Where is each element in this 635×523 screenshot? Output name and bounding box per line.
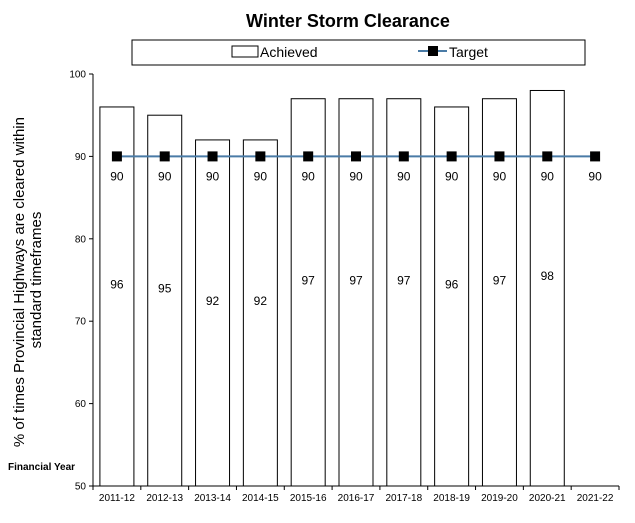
data-label-target: 90 (254, 169, 268, 183)
data-label-target: 90 (588, 169, 602, 183)
data-label-target: 90 (397, 169, 411, 183)
target-marker (398, 151, 409, 162)
data-label-achieved: 92 (206, 294, 220, 308)
x-tick-label: 2020-21 (529, 493, 566, 504)
x-tick-label: 2014-15 (242, 493, 279, 504)
target-marker (207, 151, 218, 162)
x-tick-label: 2016-17 (338, 493, 375, 504)
x-tick-label: 2013-14 (194, 493, 231, 504)
chart-title: Winter Storm Clearance (246, 11, 450, 31)
x-tick-label: 2011-12 (99, 493, 135, 504)
y-axis-title-line-2: standard timeframes (28, 212, 45, 349)
x-tick-label: 2019-20 (481, 493, 518, 504)
data-label-achieved: 97 (397, 273, 411, 287)
x-tick-label: 2015-16 (290, 493, 327, 504)
bar-achieved-2016-17 (338, 98, 374, 487)
y-axis: 50 60 70 80 90 100 (69, 70, 94, 493)
legend: Achieved Target (131, 39, 586, 66)
bar-achieved-2018-19 (434, 106, 470, 487)
bar-achieved-2012-13 (147, 114, 183, 487)
data-label-achieved: 92 (254, 294, 268, 308)
data-label-achieved: 98 (541, 269, 555, 283)
data-label-target: 90 (445, 169, 459, 183)
y-tick-label: 100 (69, 70, 86, 81)
data-label-achieved: 97 (349, 273, 363, 287)
target-marker (590, 151, 601, 162)
bar-labels: 96 95 92 92 97 97 97 96 97 98 (110, 269, 554, 308)
data-label-achieved: 97 (493, 273, 507, 287)
x-axis-title: Financial Year (8, 462, 75, 473)
bar-achieved-2017-18 (386, 98, 422, 487)
bar-achieved-2015-16 (290, 98, 326, 487)
target-marker (159, 151, 170, 162)
bar-achieved-2020-21 (529, 89, 565, 487)
bar-achieved-2013-14 (195, 139, 231, 487)
y-tick-label: 70 (75, 317, 87, 328)
x-tick-label: 2021-22 (577, 493, 614, 504)
y-tick-label: 50 (75, 482, 87, 493)
bars (99, 89, 565, 487)
target-marker (446, 151, 457, 162)
x-axis: 2011-12 2012-13 2013-14 2014-15 2015-16 2016-… (92, 485, 620, 504)
x-tick-label: 2017-18 (385, 493, 422, 504)
legend-label-achieved: Achieved (260, 44, 318, 60)
data-label-achieved: 95 (158, 282, 172, 296)
legend-swatch-achieved (231, 45, 259, 58)
legend-box (131, 39, 586, 66)
data-label-target: 90 (158, 169, 172, 183)
data-label-target: 90 (493, 169, 507, 183)
y-tick-label: 90 (75, 152, 87, 163)
target-series: 90 90 90 90 90 90 90 90 90 90 90 (110, 151, 602, 183)
data-label-achieved: 97 (302, 273, 316, 287)
data-label-achieved: 96 (445, 277, 459, 291)
data-label-target: 90 (349, 169, 363, 183)
target-marker (111, 151, 122, 162)
data-label-target: 90 (302, 169, 316, 183)
legend-label-target: Target (449, 44, 488, 60)
target-marker (494, 151, 505, 162)
bar-achieved-2011-12 (99, 106, 135, 487)
x-tick-label: 2012-13 (146, 493, 183, 504)
bar-achieved-2014-15 (242, 139, 278, 487)
data-label-target: 90 (541, 169, 555, 183)
target-marker (351, 151, 361, 162)
legend-marker-target (428, 46, 438, 56)
target-marker (303, 151, 314, 162)
y-axis-title: % of times Provincial Highways are clear… (11, 113, 45, 447)
target-marker (255, 151, 266, 162)
data-label-target: 90 (206, 169, 220, 183)
target-marker (542, 151, 553, 162)
y-tick-label: 60 (75, 399, 87, 410)
data-label-achieved: 96 (110, 277, 124, 291)
data-label-target: 90 (110, 169, 124, 183)
x-tick-label: 2018-19 (433, 493, 470, 504)
y-tick-label: 80 (75, 234, 87, 245)
y-axis-title-line-1: % of times Provincial Highways are clear… (11, 117, 28, 447)
